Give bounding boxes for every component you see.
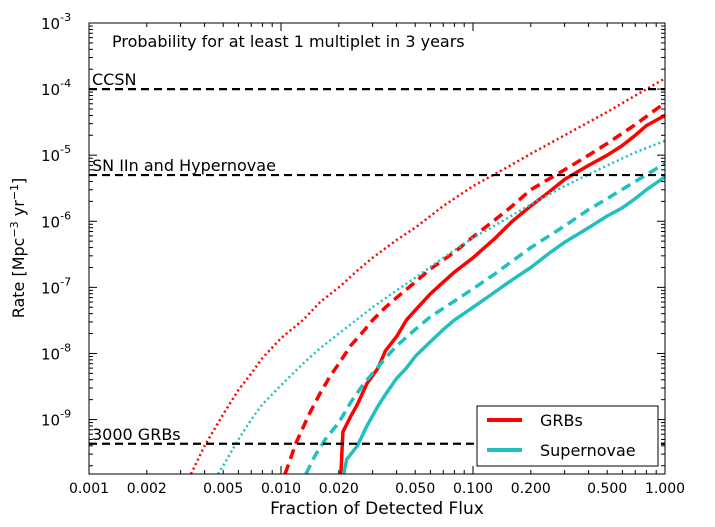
y-tick-label: 10-4 — [41, 77, 71, 99]
y-tick-labels: 10-3 10-4 10-5 10-6 10-7 10-8 10-9 — [41, 11, 71, 430]
x-tick-label: 0.020 — [319, 481, 359, 497]
series-layer — [189, 77, 665, 474]
x-tick-label: 0.100 — [453, 481, 493, 497]
plot-frame — [88, 22, 666, 475]
series-supernovae-dashed — [304, 161, 665, 474]
x-tick-label: 0.200 — [511, 481, 551, 497]
y-axis-label: Rate [Mpc−3 yr−1] — [8, 178, 28, 319]
x-tick-labels: 0.001 0.002 0.005 0.010 0.020 0.050 0.100 0.200… — [69, 481, 685, 497]
chart-title: Probability for at least 1 multiplet in … — [112, 32, 465, 51]
y-tick-label: 10-6 — [41, 209, 71, 231]
x-tick-label: 0.500 — [587, 481, 627, 497]
reference-lines-layer: CCSN SN IIn and Hypernovae 3000 GRBs — [89, 70, 665, 445]
series-grbs-dotted — [189, 77, 665, 474]
x-tick-label: 0.010 — [261, 481, 301, 497]
series-supernovae-solid — [341, 175, 665, 474]
y-tick-label: 10-5 — [41, 143, 71, 165]
y-tick-label: 10-7 — [41, 275, 71, 297]
x-axis-label: Fraction of Detected Flux — [270, 499, 484, 519]
x-tick-label: 1.000 — [645, 481, 685, 497]
refline-label-3000-grbs: 3000 GRBs — [92, 425, 181, 444]
y-tick-label: 10-8 — [41, 341, 71, 363]
ticks-layer — [88, 22, 665, 474]
x-tick-label: 0.005 — [203, 481, 243, 497]
x-tick-label: 0.050 — [395, 481, 435, 497]
legend-label-supernovae: Supernovae — [540, 441, 636, 460]
y-tick-label: 10-9 — [41, 408, 71, 430]
refline-label-ccsn: CCSN — [92, 70, 136, 89]
y-tick-label: 10-3 — [41, 11, 71, 33]
x-tick-label: 0.001 — [69, 481, 109, 497]
legend-box — [476, 405, 659, 467]
refline-label-sn-iin-and-hypernovae: SN IIn and Hypernovae — [92, 156, 276, 175]
legend: GRBs Supernovae — [476, 405, 659, 467]
x-tick-label: 0.002 — [127, 481, 167, 497]
series-grbs-dashed — [283, 101, 665, 474]
series-supernovae-dotted — [216, 139, 665, 474]
legend-label-grbs: GRBs — [540, 411, 583, 430]
series-grbs-solid — [339, 113, 665, 474]
